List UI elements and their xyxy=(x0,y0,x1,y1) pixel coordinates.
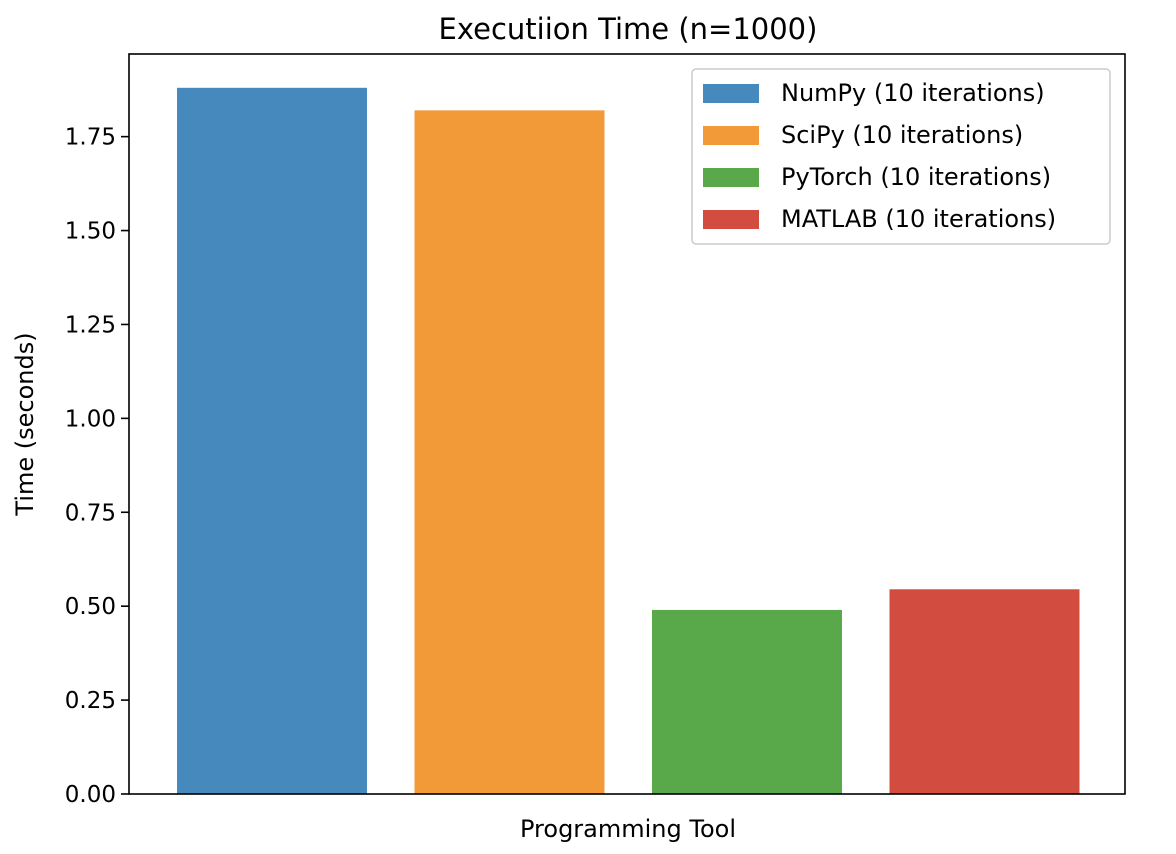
y-axis: 0.00 0.25 0.50 0.75 1.00 1.25 1.50 1.75 xyxy=(65,125,129,808)
y-tick-label: 1.75 xyxy=(65,125,116,151)
bar-matlab xyxy=(889,589,1080,794)
bar-scipy xyxy=(414,110,605,795)
legend-swatch xyxy=(703,210,759,229)
legend: NumPy (10 iterations) SciPy (10 iteration… xyxy=(691,68,1111,245)
y-tick-label: 1.50 xyxy=(65,219,116,245)
y-tick-label: 0.75 xyxy=(65,500,116,526)
legend-label: MATLAB (10 iterations) xyxy=(781,205,1056,233)
y-axis-label: Time (seconds) xyxy=(11,332,39,516)
legend-swatch xyxy=(703,126,759,145)
bar-pytorch xyxy=(652,609,842,794)
bars xyxy=(177,87,1080,795)
legend-label: NumPy (10 iterations) xyxy=(781,79,1045,107)
plot-frame xyxy=(128,53,1126,795)
legend-label: PyTorch (10 iterations) xyxy=(781,163,1051,191)
bar-numpy xyxy=(177,87,367,794)
legend-swatch xyxy=(703,84,759,103)
chart-title: Executiion Time (n=1000) xyxy=(439,12,818,46)
x-axis-label: Programming Tool xyxy=(520,815,736,843)
legend-swatch xyxy=(703,168,759,187)
legend-box xyxy=(691,68,1111,245)
legend-label: SciPy (10 iterations) xyxy=(781,121,1023,149)
y-tick-label: 1.00 xyxy=(65,406,116,432)
y-tick-label: 0.00 xyxy=(65,782,116,808)
y-tick-label: 0.25 xyxy=(65,688,116,714)
y-tick-label: 1.25 xyxy=(65,312,116,338)
y-tick-label: 0.50 xyxy=(65,594,116,620)
